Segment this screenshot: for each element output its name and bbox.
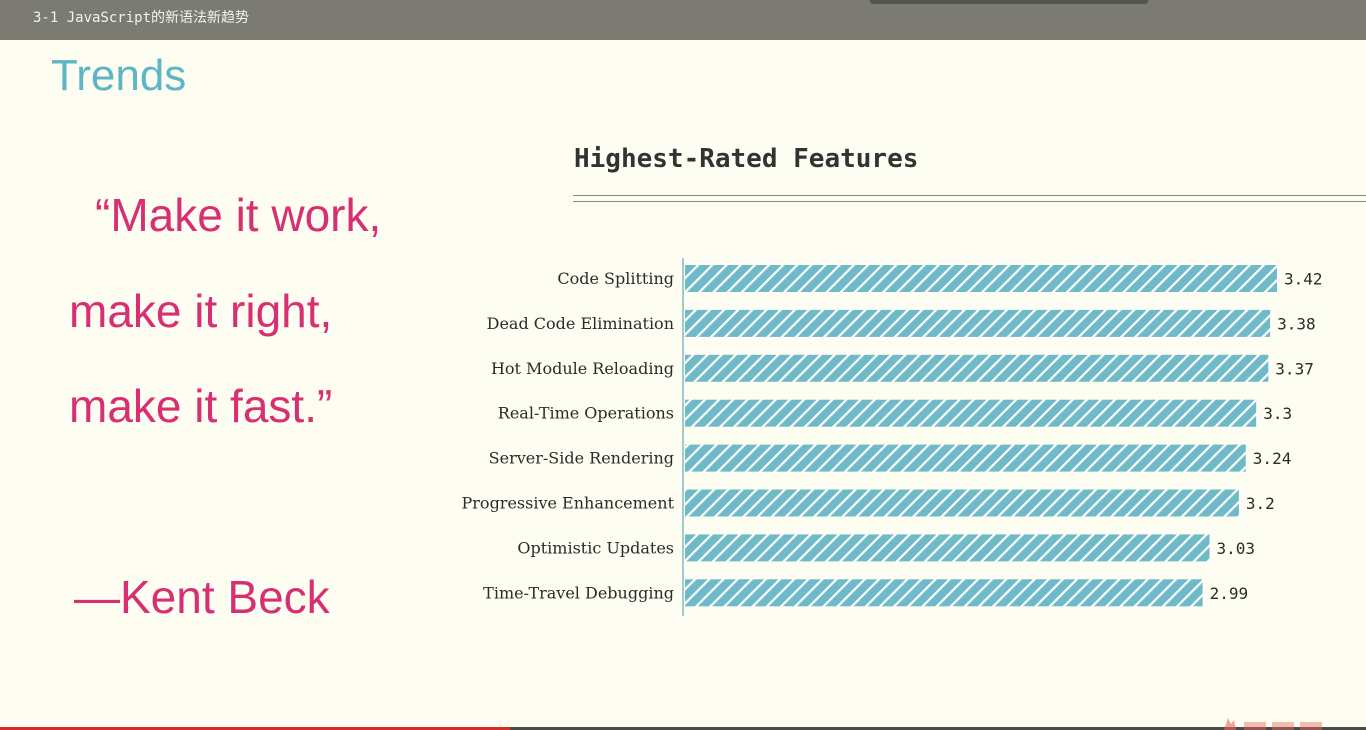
bar-real-time-operations <box>685 399 1257 427</box>
bar-time-travel-debugging <box>685 579 1203 607</box>
value-label: 3.37 <box>1275 359 1314 378</box>
value-label: 3.24 <box>1253 449 1292 468</box>
bar-dead-code-elimination <box>685 309 1271 337</box>
bar-hot-module-reloading <box>685 354 1269 382</box>
video-progress-played[interactable] <box>0 727 510 730</box>
bar-optimistic-updates <box>685 534 1210 562</box>
value-label: 2.99 <box>1210 584 1249 603</box>
category-label: Code Splitting <box>557 269 674 288</box>
title-bar-tab[interactable] <box>870 0 1148 4</box>
value-label: 3.38 <box>1277 314 1316 333</box>
category-label: Server-Side Rendering <box>489 449 674 468</box>
category-label: Optimistic Updates <box>517 538 674 557</box>
bar-progressive-enhancement <box>685 489 1239 517</box>
chart-title-rule-bottom <box>573 201 1366 202</box>
quote-line-2: make it right, <box>69 285 333 337</box>
chart-title-rule-top <box>573 195 1366 196</box>
quote-line-1: “Make it work, <box>95 189 382 241</box>
category-label: Progressive Enhancement <box>462 494 675 513</box>
value-label: 3.42 <box>1284 270 1323 289</box>
brand-logo <box>1218 716 1338 730</box>
value-label: 3.3 <box>1263 404 1292 423</box>
quote-author: —Kent Beck <box>74 571 330 623</box>
value-label: 3.2 <box>1246 494 1275 513</box>
chart-title: Highest-Rated Features <box>574 144 919 174</box>
video-title-bar: 3-1 JavaScript的新语法新趋势 <box>0 0 1366 40</box>
category-label: Time-Travel Debugging <box>483 583 674 602</box>
video-progress-remaining[interactable] <box>510 727 1366 730</box>
bar-server-side-rendering <box>685 444 1246 472</box>
bar-code-splitting <box>685 265 1277 292</box>
video-title: 3-1 JavaScript的新语法新趋势 <box>33 10 250 26</box>
category-label: Hot Module Reloading <box>491 359 674 378</box>
quote-line-3: make it fast.” <box>69 380 333 432</box>
category-label: Real-Time Operations <box>498 404 674 423</box>
slide-title: Trends <box>51 51 187 100</box>
value-label: 3.03 <box>1217 539 1256 558</box>
category-label: Dead Code Elimination <box>487 314 674 333</box>
